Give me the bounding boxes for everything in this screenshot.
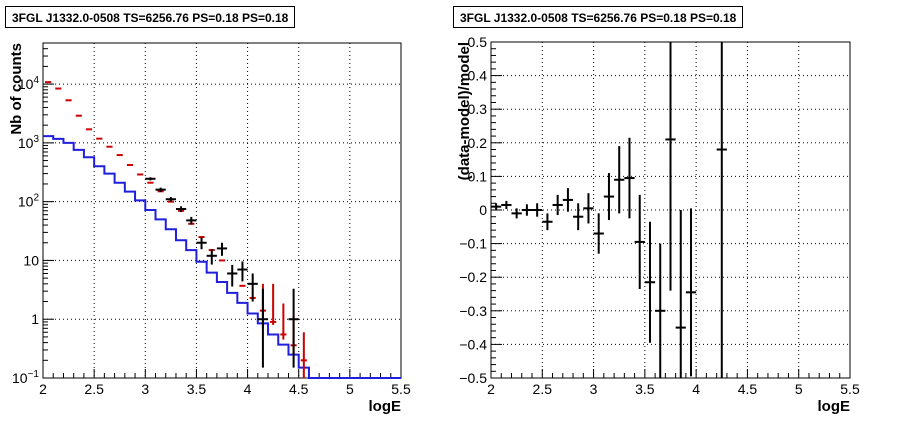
x-tick-label: 5 <box>346 381 354 397</box>
x-tick-label: 4 <box>692 381 700 397</box>
residuals-chart: 2 2.5 3 3.5 4 4.5 5 5.5 −0.5 −0.4 −0.3 −0.2 −0.1 0 0.1… <box>456 34 860 415</box>
y-axis-label: (data-model)/model <box>456 42 473 180</box>
counts-title: 3FGL J1332.0-0508 TS=6256.76 PS=0.18 PS=… <box>5 6 296 28</box>
y-axis-label: Nb of counts <box>8 43 25 135</box>
y-tick-label: 103 <box>18 134 40 151</box>
y-tick-label: 10−1 <box>12 369 39 386</box>
x-tick-label: 5 <box>795 381 803 397</box>
x-tick-label: 2.5 <box>84 381 104 397</box>
x-tick-label: 5.5 <box>391 381 411 397</box>
y-tick-label: 0 <box>479 202 487 218</box>
x-tick-label: 4 <box>244 381 252 397</box>
x-axis-label: logE <box>369 398 402 415</box>
x-tick-label: 2 <box>487 381 495 397</box>
x-tick-label: 4.5 <box>289 381 309 397</box>
residuals-panel: 2 2.5 3 3.5 4 4.5 5 5.5 −0.5 −0.4 −0.3 −0.2 −0.1 0 0.1… <box>449 0 898 421</box>
y-tick-label: −0.3 <box>459 303 487 319</box>
y-tick-label: 0.4 <box>468 68 488 84</box>
y-tick-label: 0.2 <box>468 135 488 151</box>
counts-panel: 2 2.5 3 3.5 4 4.5 5 5.5 10−1 1 10 102 103 104 logE Nb o… <box>5 6 411 415</box>
x-tick-label: 3 <box>141 381 149 397</box>
y-tick-label: 1 <box>31 311 39 327</box>
y-tick-label: 0.1 <box>468 168 488 184</box>
x-axis-label: logE <box>818 398 851 415</box>
y-tick-label: −0.1 <box>459 236 487 252</box>
x-tick-label: 3.5 <box>187 381 207 397</box>
x-tick-label: 3 <box>590 381 598 397</box>
y-tick-label: −0.5 <box>459 370 487 386</box>
y-tick-label: −0.2 <box>459 269 487 285</box>
y-tick-label: 10 <box>23 252 39 268</box>
y-tick-label: 102 <box>18 193 40 210</box>
y-tick-label: −0.4 <box>459 336 487 352</box>
plot-frame <box>42 42 402 379</box>
x-tick-label: 5.5 <box>840 381 860 397</box>
x-tick-label: 2.5 <box>533 381 553 397</box>
y-tick-label: 0.5 <box>468 34 488 50</box>
x-tick-label: 4.5 <box>738 381 758 397</box>
model-step-line <box>43 135 401 379</box>
x-tick-label: 2 <box>39 381 47 397</box>
residuals-title: 3FGL J1332.0-0508 TS=6256.76 PS=0.18 PS=… <box>453 6 744 28</box>
y-tick-label: 0.3 <box>468 101 488 117</box>
x-tick-label: 3.5 <box>635 381 655 397</box>
